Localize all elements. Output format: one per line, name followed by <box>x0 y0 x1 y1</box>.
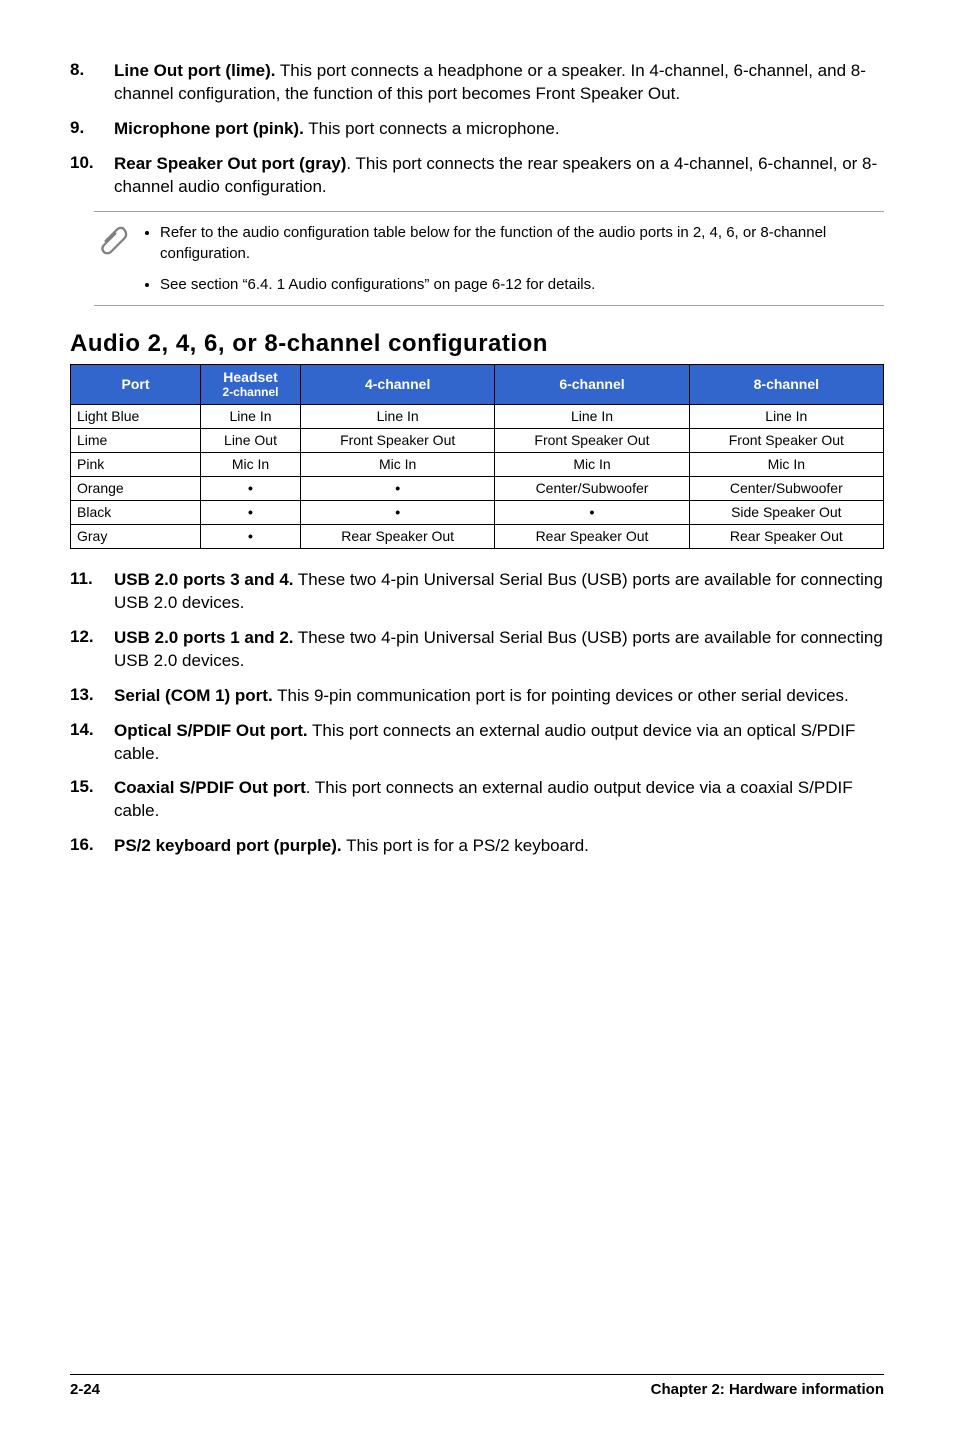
item-number: 14. <box>70 720 114 766</box>
footer-page-number: 2-24 <box>70 1381 100 1398</box>
cell: Rear Speaker Out <box>689 524 883 548</box>
cell: • <box>301 476 495 500</box>
item-number: 13. <box>70 685 114 708</box>
note-list: Refer to the audio configuration table b… <box>138 222 884 295</box>
list-item: 15. Coaxial S/PDIF Out port. This port c… <box>70 777 884 823</box>
list-item: 16. PS/2 keyboard port (purple). This po… <box>70 835 884 858</box>
item-label: Optical S/PDIF Out port. <box>114 721 308 740</box>
cell: Line Out <box>201 428 301 452</box>
cell: • <box>495 500 689 524</box>
item-desc: This port is for a PS/2 keyboard. <box>342 836 589 855</box>
list-item: 11. USB 2.0 ports 3 and 4. These two 4-p… <box>70 569 884 615</box>
cell: Mic In <box>495 452 689 476</box>
item-label: Coaxial S/PDIF Out port <box>114 778 306 797</box>
cell: Front Speaker Out <box>495 428 689 452</box>
note-item: Refer to the audio configuration table b… <box>160 222 884 264</box>
note-item: See section “6.4. 1 Audio configurations… <box>160 274 884 295</box>
item-label: Microphone port (pink). <box>114 119 304 138</box>
cell-port: Orange <box>71 476 201 500</box>
col-headset-line1: Headset <box>223 369 277 385</box>
item-body: USB 2.0 ports 3 and 4. These two 4-pin U… <box>114 569 884 615</box>
item-body: USB 2.0 ports 1 and 2. These two 4-pin U… <box>114 627 884 673</box>
item-desc: This 9-pin communication port is for poi… <box>273 686 849 705</box>
bottom-numbered-list: 11. USB 2.0 ports 3 and 4. These two 4-p… <box>70 569 884 858</box>
cell: Mic In <box>201 452 301 476</box>
cell: Mic In <box>689 452 883 476</box>
col-port: Port <box>71 364 201 404</box>
cell: Mic In <box>301 452 495 476</box>
cell-port: Lime <box>71 428 201 452</box>
cell: • <box>201 524 301 548</box>
item-label: Rear Speaker Out port (gray) <box>114 154 346 173</box>
item-number: 12. <box>70 627 114 673</box>
col-8ch: 8-channel <box>689 364 883 404</box>
list-item: 9. Microphone port (pink). This port con… <box>70 118 884 141</box>
cell: Center/Subwoofer <box>495 476 689 500</box>
cell: Line In <box>201 404 301 428</box>
item-number: 16. <box>70 835 114 858</box>
item-body: Coaxial S/PDIF Out port. This port conne… <box>114 777 884 823</box>
item-label: Serial (COM 1) port. <box>114 686 273 705</box>
cell: Side Speaker Out <box>689 500 883 524</box>
item-body: Microphone port (pink). This port connec… <box>114 118 884 141</box>
list-item: 10. Rear Speaker Out port (gray). This p… <box>70 153 884 199</box>
cell: Front Speaker Out <box>301 428 495 452</box>
footer-chapter-title: Chapter 2: Hardware information <box>651 1381 884 1398</box>
audio-config-table: Port Headset2-channel 4-channel 6-channe… <box>70 364 884 549</box>
cell: Rear Speaker Out <box>301 524 495 548</box>
item-number: 15. <box>70 777 114 823</box>
paperclip-icon <box>94 222 138 295</box>
item-body: Rear Speaker Out port (gray). This port … <box>114 153 884 199</box>
item-label: USB 2.0 ports 3 and 4. <box>114 570 294 589</box>
item-label: USB 2.0 ports 1 and 2. <box>114 628 294 647</box>
page-footer: 2-24 Chapter 2: Hardware information <box>70 1374 884 1398</box>
cell-port: Gray <box>71 524 201 548</box>
section-title: Audio 2, 4, 6, or 8-channel configuratio… <box>70 330 884 358</box>
list-item: 8. Line Out port (lime). This port conne… <box>70 60 884 106</box>
item-body: Optical S/PDIF Out port. This port conne… <box>114 720 884 766</box>
table-row: Gray • Rear Speaker Out Rear Speaker Out… <box>71 524 884 548</box>
item-number: 9. <box>70 118 114 141</box>
cell-port: Light Blue <box>71 404 201 428</box>
item-body: PS/2 keyboard port (purple). This port i… <box>114 835 884 858</box>
item-number: 11. <box>70 569 114 615</box>
cell: Line In <box>495 404 689 428</box>
cell: Line In <box>301 404 495 428</box>
cell: • <box>301 500 495 524</box>
item-number: 8. <box>70 60 114 106</box>
item-label: PS/2 keyboard port (purple). <box>114 836 342 855</box>
cell: Rear Speaker Out <box>495 524 689 548</box>
cell: Line In <box>689 404 883 428</box>
note-block: Refer to the audio configuration table b… <box>94 211 884 306</box>
col-headset-line2: 2-channel <box>207 385 294 399</box>
item-label: Line Out port (lime). <box>114 61 276 80</box>
cell: Front Speaker Out <box>689 428 883 452</box>
col-headset: Headset2-channel <box>201 364 301 404</box>
item-number: 10. <box>70 153 114 199</box>
list-item: 13. Serial (COM 1) port. This 9-pin comm… <box>70 685 884 708</box>
table-row: Light Blue Line In Line In Line In Line … <box>71 404 884 428</box>
item-body: Serial (COM 1) port. This 9-pin communic… <box>114 685 884 708</box>
cell-port: Black <box>71 500 201 524</box>
item-body: Line Out port (lime). This port connects… <box>114 60 884 106</box>
item-desc: This port connects a microphone. <box>304 119 560 138</box>
table-row: Pink Mic In Mic In Mic In Mic In <box>71 452 884 476</box>
col-4ch: 4-channel <box>301 364 495 404</box>
cell-port: Pink <box>71 452 201 476</box>
table-row: Black • • • Side Speaker Out <box>71 500 884 524</box>
top-numbered-list: 8. Line Out port (lime). This port conne… <box>70 60 884 199</box>
cell: • <box>201 500 301 524</box>
table-row: Orange • • Center/Subwoofer Center/Subwo… <box>71 476 884 500</box>
list-item: 12. USB 2.0 ports 1 and 2. These two 4-p… <box>70 627 884 673</box>
col-6ch: 6-channel <box>495 364 689 404</box>
table-row: Lime Line Out Front Speaker Out Front Sp… <box>71 428 884 452</box>
list-item: 14. Optical S/PDIF Out port. This port c… <box>70 720 884 766</box>
cell: Center/Subwoofer <box>689 476 883 500</box>
cell: • <box>201 476 301 500</box>
